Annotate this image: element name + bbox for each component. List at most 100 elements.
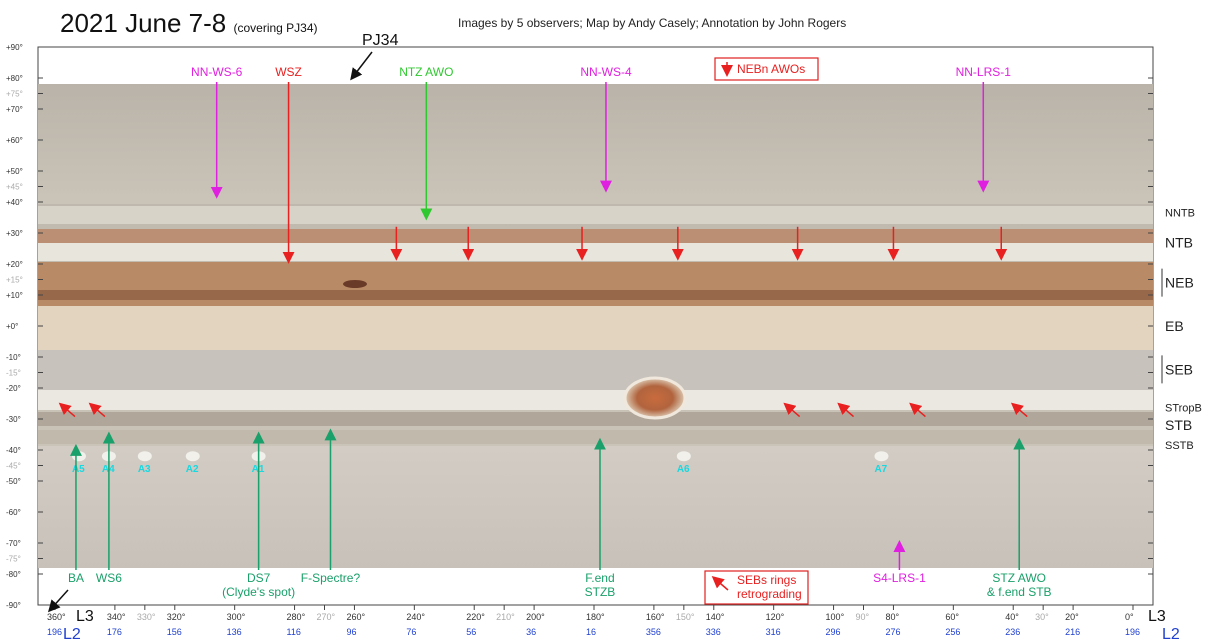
lat-tick-label: +45° — [6, 183, 23, 192]
l2-tick-label: 156 — [167, 627, 182, 637]
l3-tick-label: 100° — [826, 612, 845, 622]
l2-tick-label: 316 — [766, 627, 781, 637]
lat-tick-label: -60° — [6, 508, 21, 517]
seb-band — [38, 350, 1153, 390]
l3-tick-label: 30° — [1035, 612, 1049, 622]
sebs-ring-arrows — [58, 402, 1028, 418]
belt-label-stropb: STropB — [1165, 403, 1202, 415]
title-subtitle: (covering PJ34) — [233, 21, 318, 35]
lat-tick-label: -10° — [6, 353, 21, 362]
l2-tick-label: 96 — [346, 627, 356, 637]
nntz — [38, 206, 1153, 224]
lat-tick-label: +70° — [6, 105, 23, 114]
legend-sebs-arrow — [711, 576, 729, 591]
ntb-band — [38, 229, 1153, 243]
lat-tick-label: +60° — [6, 136, 23, 145]
legend-nebn-awos: NEBn AWOs — [714, 57, 819, 81]
lat-tick-label: -15° — [6, 369, 21, 378]
l3-tick-label: 240° — [406, 612, 425, 622]
l3-tick-label: 220° — [466, 612, 485, 622]
l2-label-left: L2 — [63, 626, 81, 643]
sebs-ring-arrow — [88, 402, 106, 418]
latitude-axis-right — [1148, 46, 1153, 606]
oval-label-a3: A3 — [138, 464, 151, 475]
l3-tick-label: 160° — [646, 612, 665, 622]
l3-tick-label: 140° — [706, 612, 725, 622]
ntz — [38, 243, 1153, 261]
legend-sebs-rings: SEBs rings retrograding — [704, 570, 809, 605]
pj-arrow — [350, 51, 373, 81]
lat-tick-label: -20° — [6, 384, 21, 393]
l2-tick-label: 196 — [1125, 627, 1140, 637]
l3-tick-label: 90° — [856, 612, 870, 622]
page-title: 2021 June 7-8 (covering PJ34) — [60, 8, 318, 39]
sstb-band — [38, 430, 1153, 444]
lat-tick-label: -45° — [6, 462, 21, 471]
belt-label-nntb: NNTB — [1165, 207, 1195, 219]
lat-tick-label: +10° — [6, 291, 23, 300]
white-oval — [676, 451, 691, 462]
white-oval — [185, 451, 200, 462]
north-polar-region — [38, 84, 1153, 204]
sebs-ring-arrow — [58, 402, 76, 418]
lat-tick-label: +40° — [6, 198, 23, 207]
l3-tick-label: 330° — [137, 612, 156, 622]
lat-tick-label: +75° — [6, 90, 23, 99]
l3-tick-label: 120° — [766, 612, 785, 622]
lat-tick-label: -80° — [6, 570, 21, 579]
l2-tick-label: 356 — [646, 627, 661, 637]
oval-label-a5: A5 — [72, 464, 85, 475]
belt-label-seb: SEB — [1165, 361, 1193, 377]
white-oval — [137, 451, 152, 462]
belt-label-ntb: NTB — [1165, 234, 1193, 250]
annotation-f-spectre-: F-Spectre? — [301, 571, 361, 585]
sebs-ring-arrow — [1010, 402, 1028, 418]
l2-tick-label: 276 — [885, 627, 900, 637]
l3-tick-label: 280° — [287, 612, 306, 622]
lat-tick-label: +90° — [6, 43, 23, 52]
oval-label-a2: A2 — [186, 464, 199, 475]
lat-tick-label: +30° — [6, 229, 23, 238]
l3-tick-label: 60° — [945, 612, 959, 622]
lat-tick-label: +0° — [6, 322, 18, 331]
l2-tick-label: 36 — [526, 627, 536, 637]
l2-tick-label: 16 — [586, 627, 596, 637]
l3-tick-label: 200° — [526, 612, 545, 622]
l2-tick-label: 56 — [466, 627, 476, 637]
l3-tick-label: 80° — [885, 612, 899, 622]
legend-sebs-line1: SEBs rings — [737, 573, 796, 587]
annotation-ds7: DS7 — [247, 571, 271, 585]
l3-tick-label: 340° — [107, 612, 126, 622]
white-oval — [71, 451, 86, 462]
sebs-ring-arrow — [837, 402, 855, 418]
l3-tick-label: 260° — [346, 612, 365, 622]
sebs-ring-arrow — [783, 402, 801, 418]
longitude-axis: 360° 340° 330° 320° 300° 280° 270° 260° 240° 220°… — [47, 605, 1140, 637]
l2-tick-label: 196 — [47, 627, 62, 637]
annotation-nn-lrs-1: NN-LRS-1 — [956, 65, 1012, 79]
latitude-axis-left: +90° +80° +75° +70° +60° +50° +45° +40° +30° +20°… — [6, 43, 43, 610]
annotation-ba: BA — [68, 571, 84, 585]
belt-label-neb: NEB — [1165, 275, 1194, 291]
l2-tick-label: 176 — [107, 627, 122, 637]
lat-tick-label: +50° — [6, 167, 23, 176]
l2-tick-label: 216 — [1065, 627, 1080, 637]
lat-tick-label: -30° — [6, 415, 21, 424]
l3-tick-label: 210° — [496, 612, 515, 622]
annotation-stz-awo: & f.end STB — [987, 585, 1052, 599]
lat-tick-label: +20° — [6, 260, 23, 269]
oval-label-a7: A7 — [874, 464, 887, 475]
jupiter-image — [38, 84, 1153, 568]
l3-tick-label: 40° — [1005, 612, 1019, 622]
strz — [38, 390, 1153, 410]
neb-dark-edge — [38, 290, 1153, 300]
nebn-awo-arrows — [390, 226, 1008, 261]
white-oval — [874, 451, 889, 462]
belt-label-eb: EB — [1165, 318, 1184, 334]
credits-line: Images by 5 observers; Map by Andy Casel… — [458, 16, 847, 30]
legend-awo-box — [714, 57, 819, 81]
belt-label-stb: STB — [1165, 417, 1192, 433]
annotation-f-end: STZB — [585, 585, 616, 599]
eq-zone — [38, 306, 1153, 350]
